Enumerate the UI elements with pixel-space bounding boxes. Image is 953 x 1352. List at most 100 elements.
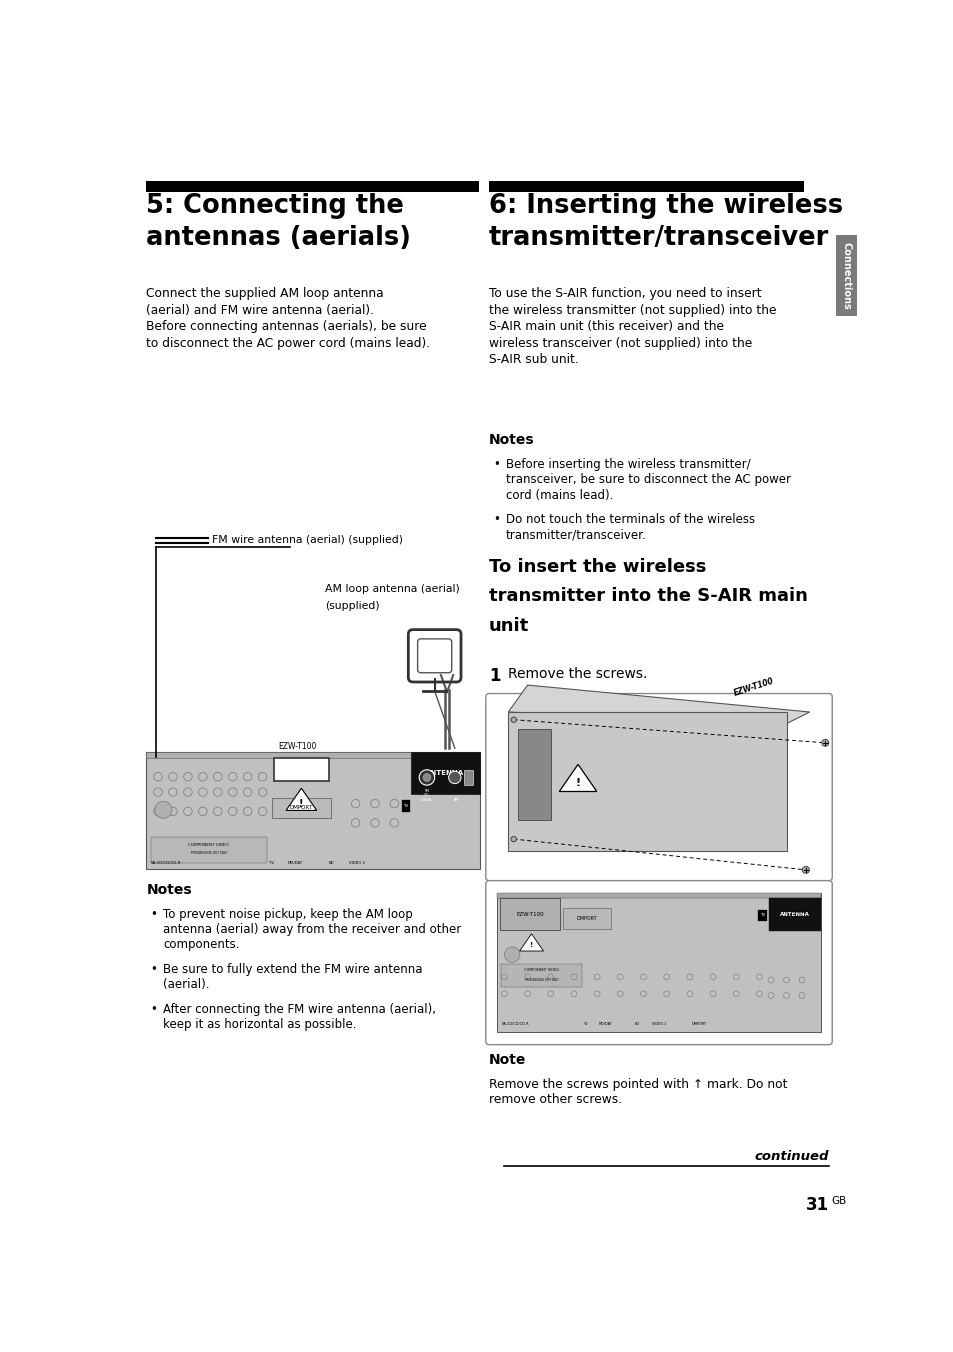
Circle shape (801, 867, 808, 873)
Bar (499, 898, 559, 930)
Text: to disconnect the AC power cord (mains lead).: to disconnect the AC power cord (mains l… (146, 337, 430, 350)
Text: (aerial) and FM wire antenna (aerial).: (aerial) and FM wire antenna (aerial). (146, 304, 374, 316)
Text: Be sure to fully extend the FM wire antenna: Be sure to fully extend the FM wire ante… (163, 963, 422, 976)
Bar (146, 181, 478, 192)
Text: TV: TV (269, 861, 274, 865)
Text: 5: Connecting the: 5: Connecting the (146, 193, 404, 219)
Bar (497, 892, 821, 898)
Bar (402, 800, 410, 813)
Circle shape (418, 769, 435, 786)
Text: FM: FM (424, 790, 429, 794)
Text: cord (mains lead).: cord (mains lead). (505, 488, 613, 502)
Text: the wireless transmitter (not supplied) into the: the wireless transmitter (not supplied) … (488, 304, 776, 316)
Text: Remove the screws pointed with ↑ mark. Do not: Remove the screws pointed with ↑ mark. D… (488, 1078, 786, 1091)
Bar (411, 752, 479, 795)
Text: Before inserting the wireless transmitter/: Before inserting the wireless transmitte… (505, 458, 750, 470)
Text: antennas (aerials): antennas (aerials) (146, 226, 411, 251)
Text: COMPONENT VIDEO: COMPONENT VIDEO (523, 968, 558, 972)
Text: •: • (493, 458, 499, 470)
Polygon shape (508, 685, 809, 723)
Text: !: ! (299, 799, 303, 808)
Circle shape (511, 837, 516, 842)
FancyBboxPatch shape (485, 694, 831, 880)
Text: MD/DAT: MD/DAT (598, 1022, 612, 1026)
Circle shape (504, 946, 519, 963)
Bar (464, 769, 473, 786)
Bar (146, 752, 479, 869)
Text: ANTENNA: ANTENNA (780, 913, 809, 918)
Text: unit: unit (488, 617, 529, 634)
Text: transceiver, be sure to disconnect the AC power: transceiver, be sure to disconnect the A… (505, 473, 790, 487)
Text: keep it as horizontal as possible.: keep it as horizontal as possible. (163, 1018, 356, 1032)
Text: AM loop antenna (aerial): AM loop antenna (aerial) (324, 584, 459, 594)
Text: BD: BD (328, 861, 334, 865)
Text: To use the S-AIR function, you need to insert: To use the S-AIR function, you need to i… (488, 287, 760, 300)
Text: AM: AM (454, 798, 459, 802)
Bar (151, 837, 266, 863)
Text: 6: Inserting the wireless: 6: Inserting the wireless (488, 193, 842, 219)
Text: wireless transceiver (not supplied) into the: wireless transceiver (not supplied) into… (488, 337, 751, 350)
Polygon shape (519, 934, 543, 950)
Circle shape (511, 717, 516, 722)
Bar (562, 909, 611, 929)
Text: Before connecting antennas (aerials), be sure: Before connecting antennas (aerials), be… (146, 320, 427, 333)
Bar (508, 713, 785, 850)
Text: VIDEO 1: VIDEO 1 (349, 861, 365, 865)
Text: •: • (150, 1003, 157, 1017)
Text: S-AIR main unit (this receiver) and the: S-AIR main unit (this receiver) and the (488, 320, 723, 333)
Text: continued: continued (754, 1151, 828, 1163)
Circle shape (422, 773, 431, 781)
Bar (497, 892, 821, 1033)
Text: ANTENNA: ANTENNA (426, 771, 464, 776)
FancyBboxPatch shape (417, 639, 452, 673)
Text: 31: 31 (805, 1195, 828, 1214)
Text: To prevent noise pickup, keep the AM loop: To prevent noise pickup, keep the AM loo… (163, 907, 413, 921)
Text: Note: Note (488, 1053, 526, 1067)
Polygon shape (558, 764, 597, 791)
Text: !: ! (575, 777, 580, 788)
Text: EZW-T100: EZW-T100 (278, 741, 316, 750)
Bar (274, 758, 328, 781)
Circle shape (821, 740, 828, 746)
Text: EZW-T100: EZW-T100 (732, 677, 774, 698)
Text: VIDEO 1: VIDEO 1 (651, 1022, 665, 1026)
Text: SA-CD/CD/CD-R: SA-CD/CD/CD-R (500, 1022, 528, 1026)
Text: (supplied): (supplied) (324, 602, 379, 611)
Text: antenna (aerial) away from the receiver and other: antenna (aerial) away from the receiver … (163, 923, 461, 936)
Text: Connections: Connections (841, 242, 851, 310)
Text: SA-CD/CD/CD-R: SA-CD/CD/CD-R (151, 861, 181, 865)
Text: Notes: Notes (146, 883, 192, 896)
Bar (757, 910, 766, 921)
Text: TV: TV (583, 1022, 587, 1026)
Text: transmitter/transceiver: transmitter/transceiver (488, 226, 828, 251)
Text: BD: BD (634, 1022, 639, 1026)
Text: 75Ω: 75Ω (424, 792, 429, 796)
Text: Remove the screws.: Remove the screws. (508, 668, 647, 681)
Bar (488, 181, 803, 192)
Text: COAXIAL: COAXIAL (420, 798, 433, 802)
Circle shape (448, 771, 460, 784)
Circle shape (154, 802, 172, 818)
Text: EZW-T100: EZW-T100 (516, 911, 543, 917)
Bar (835, 235, 856, 316)
Bar (500, 964, 581, 987)
Text: PROGRESSIVE OUT ONLY: PROGRESSIVE OUT ONLY (191, 852, 227, 856)
Text: •: • (150, 963, 157, 976)
Bar (768, 898, 821, 932)
Text: GB: GB (831, 1195, 846, 1206)
Text: Connect the supplied AM loop antenna: Connect the supplied AM loop antenna (146, 287, 384, 300)
Text: After connecting the FM wire antenna (aerial),: After connecting the FM wire antenna (ae… (163, 1003, 436, 1017)
Text: PROGRESSIVE OUT ONLY: PROGRESSIVE OUT ONLY (524, 977, 558, 982)
Text: 1: 1 (488, 668, 500, 685)
Text: COMPONENT VIDEO: COMPONENT VIDEO (188, 842, 229, 846)
Text: transmitter/transceiver.: transmitter/transceiver. (505, 529, 646, 542)
Text: •: • (150, 907, 157, 921)
Bar (517, 729, 550, 819)
Text: To insert the wireless: To insert the wireless (488, 558, 705, 576)
Text: TV: TV (403, 804, 408, 808)
Text: transmitter into the S-AIR main: transmitter into the S-AIR main (488, 587, 807, 606)
Text: Notes: Notes (488, 433, 534, 448)
Text: MD/DAT: MD/DAT (287, 861, 302, 865)
Text: TV: TV (759, 914, 764, 917)
FancyBboxPatch shape (485, 880, 831, 1045)
